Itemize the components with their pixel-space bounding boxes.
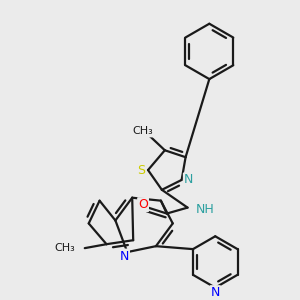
Text: S: S [137, 164, 145, 176]
Text: NH: NH [196, 203, 214, 216]
Text: N: N [184, 173, 193, 186]
Text: CH₃: CH₃ [54, 243, 75, 253]
Text: N: N [211, 286, 220, 299]
Text: CH₃: CH₃ [133, 127, 154, 136]
Text: O: O [138, 198, 148, 211]
Text: N: N [120, 250, 129, 262]
